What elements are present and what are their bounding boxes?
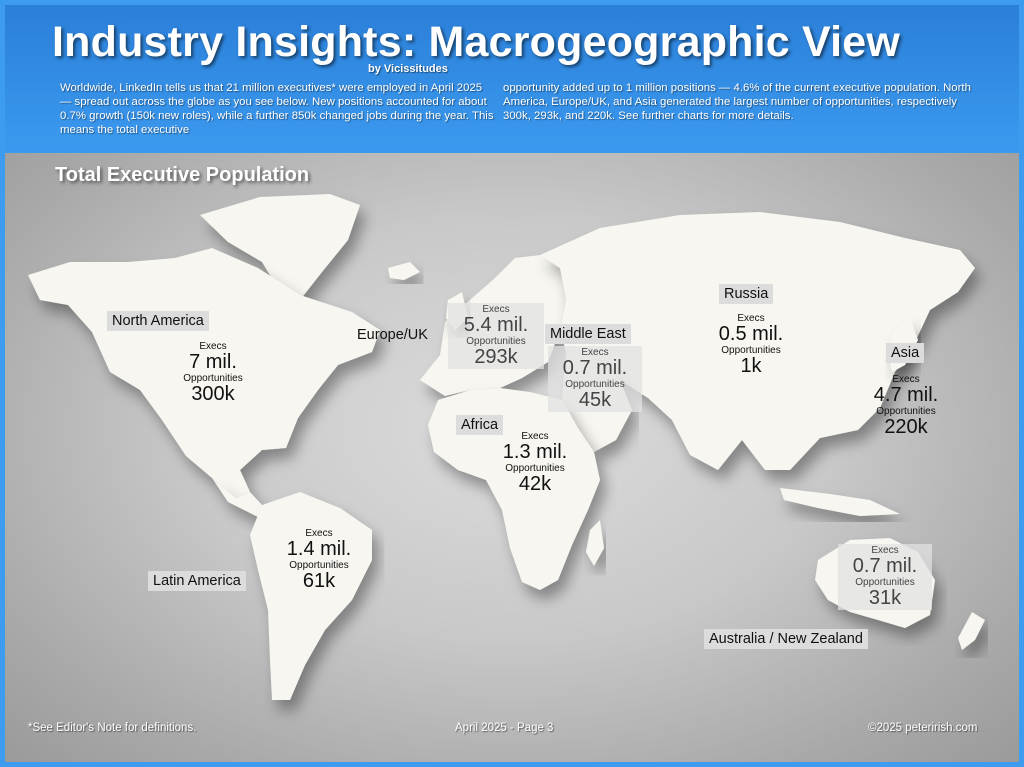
land-greenland — [200, 194, 360, 300]
land-south-america — [250, 492, 372, 700]
footer-note: *See Editor's Note for definitions. — [28, 722, 197, 734]
region-label-europe-uk: Europe/UK — [357, 327, 428, 343]
header-banner — [5, 5, 1019, 153]
execs-label: Execs — [871, 545, 899, 556]
stat-europe-uk: Execs 5.4 mil. Opportunities 293k — [448, 303, 544, 369]
opportunities-value: 42k — [518, 473, 552, 495]
region-label-russia: Russia — [719, 284, 774, 304]
opportunities-label: Opportunities — [466, 336, 526, 347]
execs-label: Execs — [521, 431, 549, 442]
page-title: Industry Insights: Macrogeographic View — [52, 18, 901, 66]
execs-label: Execs — [892, 374, 920, 385]
opportunities-value: 61k — [302, 570, 336, 592]
region-label-australia-nz: Australia / New Zealand — [704, 629, 868, 649]
land-new-zealand — [958, 612, 985, 650]
opportunities-label: Opportunities — [876, 406, 936, 417]
stat-latin-america: Execs 1.4 mil. Opportunities 61k — [274, 528, 364, 592]
land-africa — [428, 388, 600, 590]
opportunities-label: Opportunities — [289, 560, 349, 571]
stat-asia: Execs 4.7 mil. Opportunities 220k — [862, 374, 950, 438]
stat-australia-nz: Execs 0.7 mil. Opportunities 31k — [838, 544, 932, 610]
footer-page: April 2025 - Page 3 — [455, 722, 554, 734]
opportunities-value: 293k — [474, 346, 518, 368]
land-iceland — [388, 262, 420, 280]
execs-value: 1.4 mil. — [286, 538, 352, 560]
opportunities-value: 1k — [740, 355, 762, 377]
stat-africa: Execs 1.3 mil. Opportunities 42k — [490, 431, 580, 495]
execs-label: Execs — [305, 528, 333, 539]
execs-label: Execs — [199, 341, 227, 352]
region-label-africa: Africa — [456, 415, 504, 435]
region-label-asia: Asia — [886, 343, 925, 363]
stat-north-america: Execs 7 mil. Opportunities 300k — [176, 341, 250, 405]
opportunities-value: 31k — [868, 587, 902, 609]
execs-value: 5.4 mil. — [463, 314, 529, 336]
execs-label: Execs — [737, 313, 765, 324]
execs-label: Execs — [581, 347, 609, 358]
opportunities-value: 220k — [884, 416, 928, 438]
execs-value: 1.3 mil. — [502, 441, 568, 463]
opportunities-value: 45k — [578, 389, 612, 411]
land-indonesia — [780, 488, 900, 516]
execs-value: 0.5 mil. — [718, 323, 784, 345]
land-asia — [540, 212, 975, 470]
opportunities-label: Opportunities — [855, 577, 915, 588]
intro-text-right: opportunity added up to 1 million positi… — [503, 82, 971, 122]
execs-value: 0.7 mil. — [852, 555, 918, 577]
execs-value: 7 mil. — [189, 351, 237, 373]
stat-middle-east: Execs 0.7 mil. Opportunities 45k — [548, 346, 642, 412]
byline: by Vicissitudes — [368, 63, 448, 75]
stat-russia: Execs 0.5 mil. Opportunities 1k — [706, 313, 796, 377]
opportunities-label: Opportunities — [565, 379, 625, 390]
opportunities-label: Opportunities — [721, 345, 781, 356]
opportunities-label: Opportunities — [183, 373, 243, 384]
region-label-latin-america: Latin America — [148, 571, 246, 591]
intro-text-left: Worldwide, LinkedIn tells us that 21 mil… — [60, 82, 494, 136]
region-label-north-america: North America — [107, 311, 209, 331]
execs-label: Execs — [482, 304, 510, 315]
land-north-america — [28, 248, 380, 498]
opportunities-label: Opportunities — [505, 463, 565, 474]
opportunities-value: 300k — [191, 383, 235, 405]
execs-value: 4.7 mil. — [873, 384, 939, 406]
region-label-middle-east: Middle East — [545, 324, 631, 344]
land-madagascar — [586, 520, 604, 566]
footer-copyright: ©2025 peterirish.com — [868, 722, 978, 734]
section-title: Total Executive Population — [55, 164, 310, 186]
execs-value: 0.7 mil. — [562, 357, 628, 379]
